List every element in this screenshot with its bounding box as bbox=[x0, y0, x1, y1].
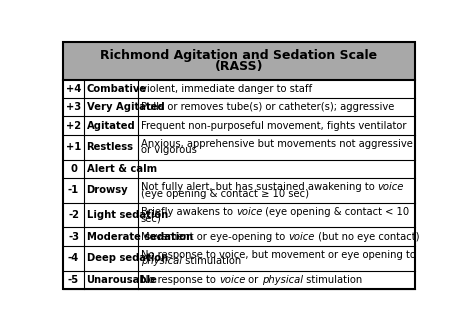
Text: (eye opening & contact < 10: (eye opening & contact < 10 bbox=[262, 207, 410, 217]
Text: Moderate sedation: Moderate sedation bbox=[87, 232, 193, 242]
Bar bbox=[62, 80, 415, 98]
Text: Frequent non-purposeful movement, fights ventilator: Frequent non-purposeful movement, fights… bbox=[141, 121, 406, 131]
Text: Not fully alert, but has sustained awakening to: Not fully alert, but has sustained awake… bbox=[141, 182, 378, 192]
Bar bbox=[62, 135, 415, 160]
Bar bbox=[62, 160, 415, 178]
Text: Anxious, apprehensive but movements not aggressive: Anxious, apprehensive but movements not … bbox=[141, 139, 413, 149]
Text: No response to: No response to bbox=[141, 275, 219, 285]
Text: Light sedation: Light sedation bbox=[87, 210, 168, 220]
Bar bbox=[62, 178, 415, 203]
Text: Movement or eye-opening to: Movement or eye-opening to bbox=[141, 232, 288, 242]
Text: +1: +1 bbox=[66, 142, 81, 152]
Bar bbox=[62, 203, 415, 227]
Text: 0: 0 bbox=[70, 164, 77, 174]
Text: Very Agitated: Very Agitated bbox=[87, 102, 164, 112]
Text: voice: voice bbox=[219, 275, 245, 285]
Text: or vigorous: or vigorous bbox=[141, 146, 197, 155]
Bar bbox=[62, 227, 415, 246]
Text: No response to voice, but movement or eye opening to: No response to voice, but movement or ey… bbox=[141, 250, 416, 260]
Text: stimulation: stimulation bbox=[182, 256, 241, 266]
Text: or: or bbox=[245, 275, 261, 285]
Text: physical: physical bbox=[261, 275, 302, 285]
Text: -3: -3 bbox=[68, 232, 79, 242]
Text: Deep sedation: Deep sedation bbox=[87, 253, 168, 263]
Bar bbox=[62, 246, 415, 271]
Text: Richmond Agitation and Sedation Scale: Richmond Agitation and Sedation Scale bbox=[100, 49, 377, 62]
Text: -2: -2 bbox=[68, 210, 79, 220]
Text: (RASS): (RASS) bbox=[214, 60, 263, 73]
Text: Unarousable: Unarousable bbox=[87, 275, 158, 285]
Text: voice: voice bbox=[378, 182, 404, 192]
Bar bbox=[62, 271, 415, 289]
Bar bbox=[62, 116, 415, 135]
Text: +4: +4 bbox=[66, 84, 81, 94]
Text: -1: -1 bbox=[68, 185, 79, 195]
Text: Briefly awakens to: Briefly awakens to bbox=[141, 207, 236, 217]
Text: -4: -4 bbox=[68, 253, 79, 263]
Text: Agitated: Agitated bbox=[87, 121, 135, 131]
Text: Restless: Restless bbox=[87, 142, 134, 152]
Text: stimulation: stimulation bbox=[302, 275, 362, 285]
Text: Pulls or removes tube(s) or catheter(s); aggressive: Pulls or removes tube(s) or catheter(s);… bbox=[141, 102, 394, 112]
Bar bbox=[62, 42, 415, 80]
Text: voice: voice bbox=[288, 232, 315, 242]
Text: Drowsy: Drowsy bbox=[87, 185, 128, 195]
Text: +3: +3 bbox=[66, 102, 81, 112]
Text: Combative: Combative bbox=[87, 84, 147, 94]
Text: (but no eye contact): (but no eye contact) bbox=[315, 232, 419, 242]
Text: Alert & calm: Alert & calm bbox=[87, 164, 157, 174]
Text: (eye opening & contact ≥ 10 sec): (eye opening & contact ≥ 10 sec) bbox=[141, 189, 309, 198]
Text: violent, immediate danger to staff: violent, immediate danger to staff bbox=[141, 84, 312, 94]
Bar bbox=[62, 98, 415, 116]
Text: +2: +2 bbox=[66, 121, 81, 131]
Text: -5: -5 bbox=[68, 275, 79, 285]
Text: voice: voice bbox=[236, 207, 262, 217]
Text: physical: physical bbox=[141, 256, 182, 266]
Text: sec): sec) bbox=[141, 213, 162, 223]
